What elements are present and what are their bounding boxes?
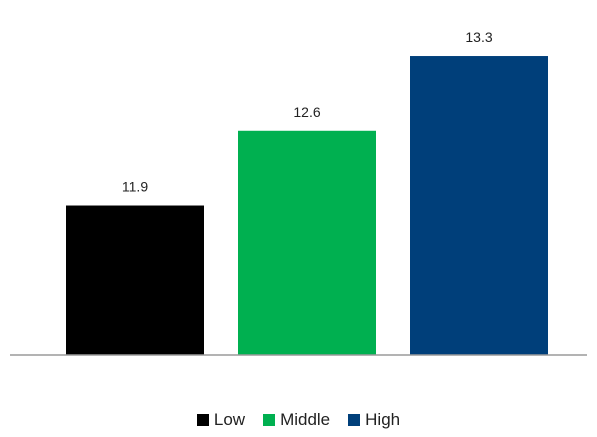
data-label-high: 13.3 <box>465 29 492 45</box>
bars-group <box>66 56 548 355</box>
data-label-low: 11.9 <box>122 179 148 195</box>
bar-low <box>66 205 204 355</box>
legend-swatch-low <box>196 414 209 426</box>
legend-label-low: Low <box>213 410 246 429</box>
legend-item-high: High <box>348 410 400 430</box>
data-labels-group: 11.9 12.6 13.3 <box>122 29 493 194</box>
legend-swatch-high <box>348 414 361 426</box>
legend-item-low: Low <box>196 410 246 430</box>
data-label-middle: 12.6 <box>293 104 320 120</box>
legend-label-middle: Middle <box>280 410 331 429</box>
legend-label-high: High <box>365 410 401 429</box>
bar-middle <box>238 130 376 355</box>
legend-swatch-middle <box>263 414 276 426</box>
legend-item-middle: Middle <box>263 410 330 430</box>
bar-high <box>410 56 548 355</box>
legend: Low Middle High <box>0 410 597 430</box>
